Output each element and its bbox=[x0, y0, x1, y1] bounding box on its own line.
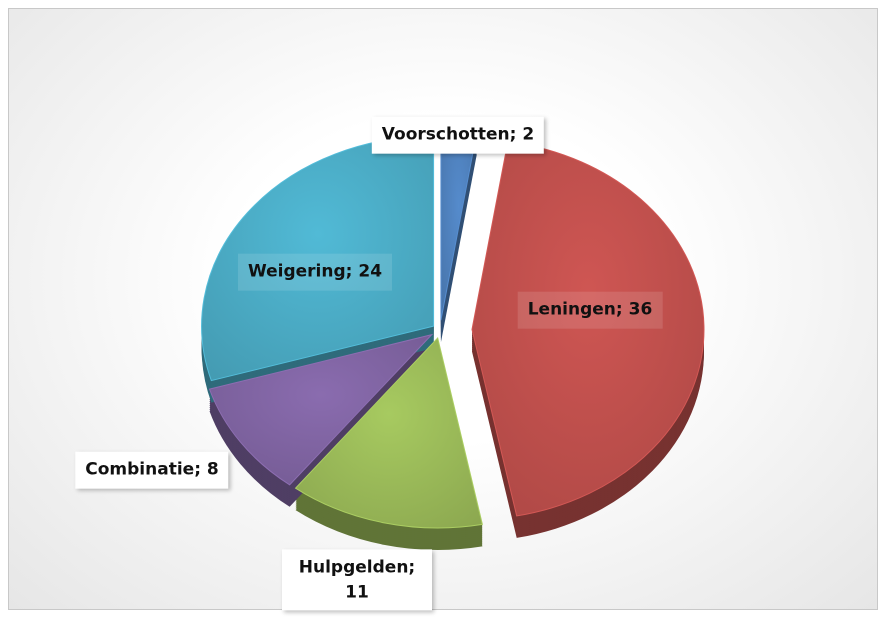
slice bbox=[208, 333, 434, 486]
data-label: Hulpgelden; 11 bbox=[282, 549, 432, 611]
slice bbox=[471, 141, 705, 517]
data-label: Combinatie; 8 bbox=[75, 451, 229, 489]
data-label: Voorschotten; 2 bbox=[371, 116, 545, 154]
slice bbox=[440, 129, 478, 321]
slice bbox=[294, 336, 484, 529]
data-label: Weigering; 24 bbox=[237, 253, 393, 291]
data-label: Leningen; 36 bbox=[517, 291, 663, 329]
